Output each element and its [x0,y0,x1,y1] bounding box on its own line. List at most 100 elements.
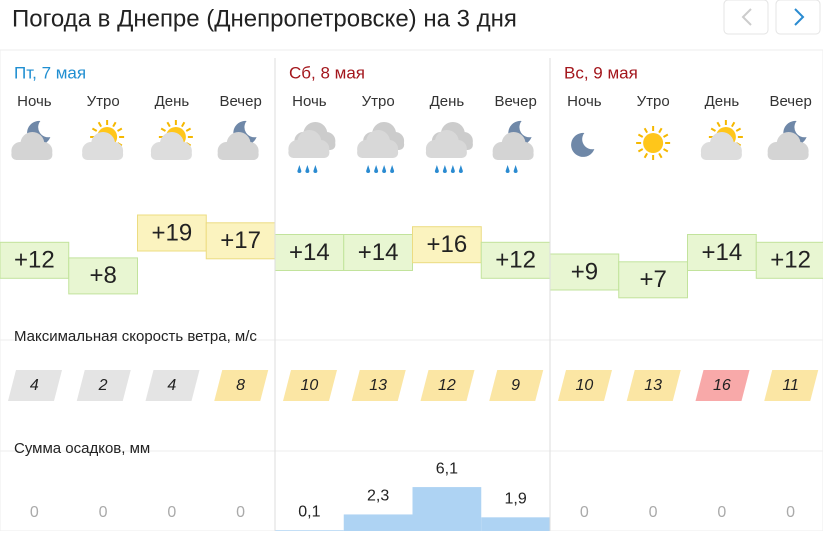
cloud [82,149,124,160]
rain-drop [513,165,518,173]
temp-label: +16 [427,231,468,258]
precip-label: 0 [649,504,658,521]
sun-ray [117,127,123,132]
precip-bar [481,517,550,531]
precip-bar [343,514,413,531]
weather-icon [571,132,595,157]
sun-ray [658,152,663,159]
sun-ray [637,133,644,138]
temp-block [343,234,413,271]
rain-drop [434,165,439,173]
sun-ray [731,121,736,128]
sun-ray [663,133,669,138]
sun-ray [166,121,171,128]
temp-label: +12 [495,247,536,274]
temp-block [755,241,823,279]
wind-value: 9 [511,377,520,394]
temp-label: +7 [639,266,666,293]
precip-label: 0 [30,504,39,521]
temp-label: +14 [702,239,743,266]
prev-button[interactable] [723,0,769,35]
precip-label: 0 [236,504,245,521]
next-button[interactable] [775,0,821,35]
wind-value: 8 [236,377,245,394]
wind-box [8,370,62,401]
precip-label: 0 [717,504,726,521]
temp-label: +19 [152,219,193,246]
period-name: День [430,93,465,110]
sun-ray [716,121,721,128]
temp-label: +12 [14,247,55,274]
cloud [11,149,53,160]
cloud [357,147,399,158]
temp-label: +14 [358,239,399,266]
wind-title: Максимальная скорость ветра, м/с [14,328,257,345]
cloud [492,149,534,160]
temp-label: +8 [89,262,116,289]
sun [643,133,664,153]
wind-value: 12 [438,377,456,394]
period-name: Вечер [494,93,536,110]
period-name: Утро [87,93,120,110]
weather-icon [357,122,405,173]
temp-block [274,234,345,271]
sun-ray [710,127,716,132]
wind-box [695,370,750,401]
wind-value: 13 [369,377,387,394]
wind-value: 4 [30,377,39,394]
weather-icon [150,120,193,160]
sun-ray [181,121,186,128]
wind-value: 2 [98,377,108,394]
cloud [425,147,467,158]
period-name: Утро [362,93,395,110]
rain-drop [313,165,318,173]
period-name: Утро [637,93,670,110]
page-title: Погода в Днепре (Днепропетровске) на 3 д… [12,5,517,32]
cloud [150,149,192,160]
day-label: Сб, 8 мая [289,63,365,82]
period-name: Ночь [567,93,602,110]
sun-ray [637,148,644,153]
sun-ray [663,148,669,153]
wind-value: 4 [167,377,176,394]
wind-box [351,370,406,401]
weather-icon [636,126,671,160]
weather-icon [11,120,53,160]
temp-label: +12 [770,247,811,274]
period-name: Ночь [17,93,52,110]
precip-label: 6,1 [436,460,458,477]
wind-box [214,370,269,401]
weather-icon [767,120,809,160]
period-name: День [155,93,190,110]
wind-box [420,370,475,401]
weather-icon [288,122,336,173]
rain-drop [458,165,463,173]
precip-label: 0 [167,504,176,521]
wind-value: 10 [300,377,318,394]
precip-label: 2,3 [367,488,389,505]
sun-ray [643,127,648,134]
rain-drop [505,165,510,173]
weather-icon [82,120,125,160]
day-label: Вс, 9 мая [564,63,638,82]
wind-box [76,370,131,401]
weather-icon [425,122,473,173]
wind-value: 16 [713,377,731,394]
sun-ray [112,121,117,128]
temp-block [618,261,688,299]
rain-drop [382,165,387,173]
temp-label: +9 [571,258,598,285]
temp-block [68,257,138,295]
cloud [217,149,259,160]
precip-title: Сумма осадков, мм [14,440,150,457]
rain-drop [442,165,447,173]
wind-box [558,370,612,401]
rain-drop [374,165,379,173]
sun-ray [97,121,102,128]
wind-value: 13 [644,377,662,394]
precip-bar [412,487,482,531]
rain-drop [390,165,395,173]
forecast: Пт, 7 мая Ночь +12 4 0 Утро +8 2 0 День +19 4 0 Вечер… [0,63,823,531]
sun-ray [91,127,98,132]
